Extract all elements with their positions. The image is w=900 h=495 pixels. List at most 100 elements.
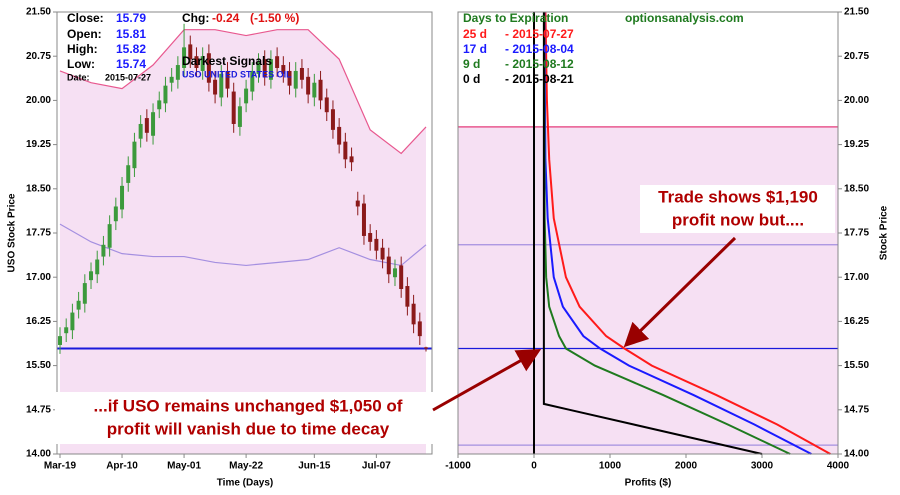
- candle-body: [318, 79, 323, 101]
- candle-body: [281, 65, 286, 74]
- y-tick-label: 17.00: [844, 272, 869, 283]
- y-tick-label: 19.25: [26, 139, 51, 150]
- candle-body: [144, 118, 149, 133]
- y-tick-label: 18.50: [844, 183, 869, 194]
- x-tick-label: May-01: [167, 461, 201, 472]
- info-value: 15.82: [116, 42, 146, 56]
- candle-body: [82, 283, 87, 304]
- y-tick-label: 14.75: [26, 404, 51, 415]
- x-tick-label: 0: [531, 461, 537, 472]
- band-line: [59, 223, 427, 267]
- legend-label: 17 d: [463, 42, 487, 56]
- legend-title: Days to Expiration: [463, 11, 568, 25]
- candle-body: [213, 79, 218, 95]
- arrow: [432, 349, 542, 412]
- y-tick-label: 19.25: [844, 139, 869, 150]
- x-tick-label: 3000: [751, 461, 774, 472]
- y-tick-label: 18.50: [26, 183, 51, 194]
- legend-label: 25 d: [463, 27, 487, 41]
- candle-body: [194, 56, 199, 68]
- x-tick-label: May-22: [229, 461, 263, 472]
- candle-body: [126, 165, 131, 183]
- y-tick-label: 17.75: [844, 228, 869, 239]
- candle-body: [58, 336, 62, 345]
- annotation: Trade shows $1,190: [658, 187, 818, 206]
- y-tick-label: 21.50: [26, 7, 51, 18]
- y-tick-label: 21.50: [844, 7, 869, 18]
- x-tick-label: 2000: [675, 461, 698, 472]
- y-tick-label: 20.75: [26, 51, 51, 62]
- annotation-box: [640, 185, 835, 233]
- candle-body: [250, 70, 255, 92]
- payoff-line: [542, 12, 763, 455]
- candle-body: [275, 56, 280, 68]
- payoff-line: [544, 11, 831, 455]
- x-tick-label: 4000: [827, 461, 850, 472]
- candle-body: [163, 85, 168, 104]
- y-tick-label: 20.00: [844, 95, 869, 106]
- band-line: [59, 29, 427, 155]
- legend-date: - 2015-07-27: [505, 27, 574, 41]
- candle-body: [138, 123, 143, 139]
- frames: [56, 11, 839, 455]
- candle-body: [417, 321, 422, 337]
- x-tick-label: Mar-19: [44, 461, 77, 472]
- x-tick-label: Jun-15: [298, 461, 331, 472]
- candle-body: [355, 200, 360, 207]
- info-label: Open:: [67, 27, 102, 41]
- annotation-box: [55, 392, 435, 444]
- legend-label: 0 d: [463, 72, 480, 86]
- candle-body: [169, 76, 174, 83]
- info-value: 15.81: [116, 27, 146, 41]
- y-tick-label: 20.75: [844, 51, 869, 62]
- candle-body: [113, 206, 118, 222]
- candle-body: [157, 100, 162, 110]
- payoff-line: [543, 11, 812, 455]
- candle-body: [107, 224, 112, 248]
- y-tick-label: 14.75: [844, 404, 869, 415]
- candle-body: [219, 73, 224, 98]
- y-tick-label: 17.00: [26, 272, 51, 283]
- info-label: High:: [67, 42, 98, 56]
- level-fill: [458, 126, 838, 455]
- candle-body: [225, 70, 230, 89]
- candle-body: [120, 185, 125, 210]
- candle-body: [262, 59, 267, 77]
- annotation: profit now but....: [672, 210, 804, 229]
- candle-body: [76, 300, 81, 310]
- candle-body: [386, 256, 391, 275]
- candle-body: [392, 268, 397, 278]
- change-pct: (-1.50 %): [250, 11, 299, 25]
- x-tick-label: 1000: [599, 461, 622, 472]
- arrow: [623, 236, 737, 348]
- x-axis-title: Profits ($): [625, 478, 672, 489]
- candle-body: [231, 91, 236, 124]
- candle-body: [268, 59, 273, 80]
- candle-body: [293, 70, 298, 89]
- right-frame: [457, 11, 839, 455]
- candle-body: [424, 347, 428, 349]
- candle-body: [399, 265, 404, 289]
- candle-body: [132, 141, 137, 169]
- y-tick-label: 16.25: [26, 316, 51, 327]
- legend-date: - 2015-08-12: [505, 57, 574, 71]
- annotation: profit will vanish due to time decay: [107, 419, 390, 438]
- payoff-line: [543, 11, 791, 455]
- x-axis-title: Time (Days): [217, 478, 274, 489]
- candle-body: [182, 47, 187, 68]
- candle-body: [330, 109, 335, 130]
- date-label: Date:: [67, 72, 90, 82]
- candle-body: [405, 286, 410, 307]
- y-tick-label: 14.00: [844, 449, 869, 460]
- info-value: 15.79: [116, 11, 146, 25]
- candle-body: [349, 156, 354, 163]
- candle-body: [101, 244, 106, 257]
- legend-label: 9 d: [463, 57, 480, 71]
- y-axis-title: USO Stock Price: [7, 193, 18, 272]
- candle-body: [256, 62, 261, 74]
- candle-body: [237, 106, 242, 127]
- chart-layer: [53, 11, 842, 458]
- candle-body: [368, 233, 373, 242]
- candle-body: [337, 126, 342, 145]
